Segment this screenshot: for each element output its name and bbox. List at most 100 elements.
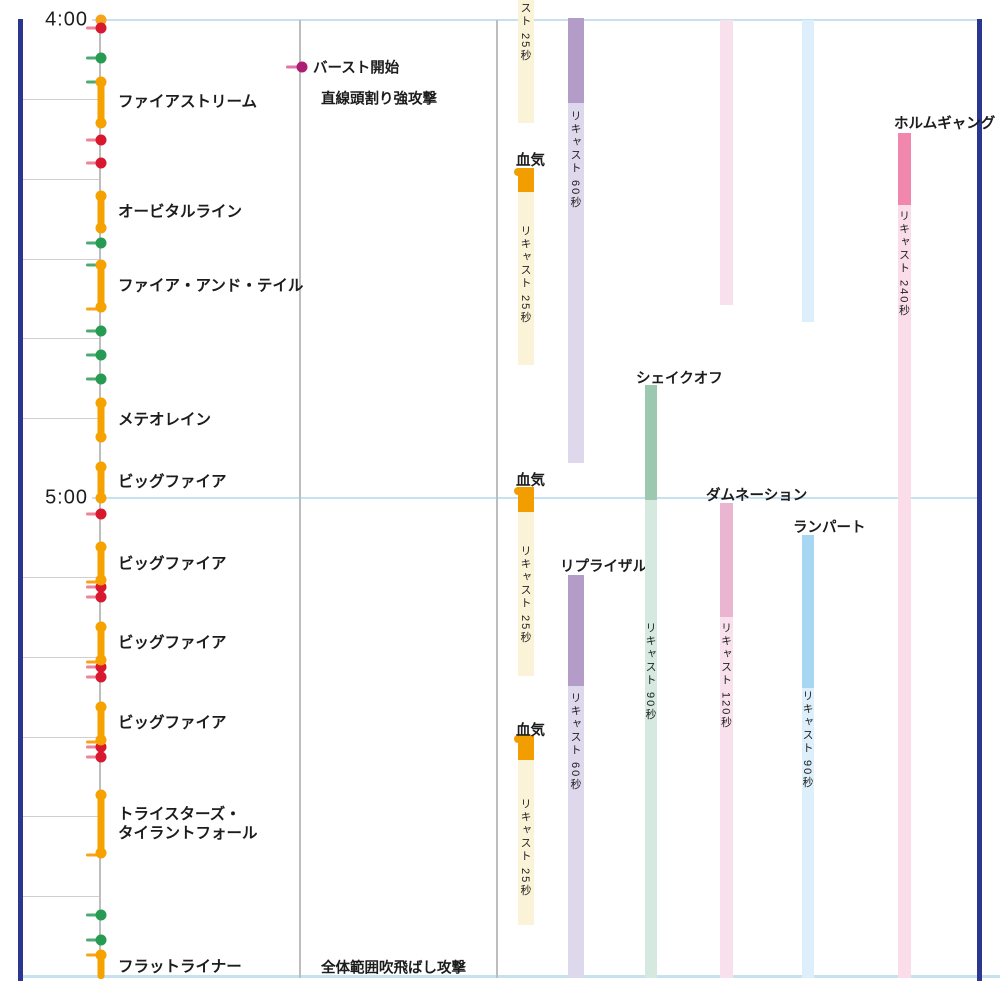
event-tick (286, 65, 299, 69)
event-tick (86, 665, 99, 669)
bars-axis (496, 20, 498, 979)
event-dot-red (95, 751, 107, 763)
event-dot-red (95, 134, 107, 146)
event-tick (86, 595, 99, 599)
event-tick (86, 26, 99, 30)
cooldown-label-shake-off: シェイクオフ (636, 371, 723, 388)
event-tick (86, 263, 99, 267)
event-dot-green (95, 909, 107, 921)
grid-line-major (92, 497, 982, 499)
cooldown-label-reprisal: リプライザル (560, 559, 647, 576)
grid-line-minor (23, 258, 99, 260)
grid-line-minor (23, 816, 99, 818)
cooldown-segment-recast-bloodwhetting (518, 760, 534, 925)
grid-line-minor (23, 895, 99, 897)
event-tick (86, 353, 99, 357)
cooldown-segment-active-bloodwhetting (518, 734, 534, 761)
boss-cast-label-line: トライスターズ・ (118, 806, 241, 824)
boss-cast-end-dot (95, 222, 107, 234)
boss-cast-label: メテオレイン (118, 410, 211, 429)
recast-duration-text-bloodwhetting: リキャスト 25秒 (519, 224, 531, 325)
boss-cast-end-dot (95, 734, 107, 746)
boss-cast-label: フラットライナー (118, 958, 242, 977)
note-label: 全体範囲吹飛ばし攻撃 (321, 960, 466, 977)
recast-duration-text-shake-off: リキャスト 90秒 (644, 622, 656, 722)
event-tick (86, 580, 99, 584)
recast-duration-text-bloodwhetting: リキャスト 25秒 (519, 545, 531, 645)
event-tick (86, 241, 99, 245)
boss-cast-end-dot (95, 117, 107, 129)
boss-cast-label-line: フラットライナー (118, 958, 242, 976)
recast-duration-text-bloodwhetting: リキャスト 25秒 (519, 798, 531, 898)
event-tick (86, 585, 99, 589)
event-dot-green (95, 373, 107, 385)
time-axis-label: 5:00 (30, 485, 90, 511)
boss-cast-start-dot (95, 621, 107, 633)
grid-line-minor (23, 736, 99, 738)
cooldown-segment-active-bloodwhetting (518, 486, 534, 513)
event-dot-green (95, 349, 107, 361)
event-tick (86, 745, 99, 749)
boss-cast-label-line: タイラントフォール (118, 825, 258, 843)
grid-line-minor (23, 577, 99, 579)
cooldown-segment-active-reprisal (568, 575, 584, 686)
boss-cast-label: ビッグファイア (118, 714, 227, 733)
boss-cast-label: ビッグファイア (118, 473, 227, 492)
event-tick (86, 853, 99, 857)
cooldown-label-bloodwhetting: 血気 (516, 153, 545, 170)
event-tick (86, 138, 99, 142)
recast-duration-text-bloodwhetting: スト 25秒 (519, 2, 531, 63)
cooldown-segment-recast-bloodwhetting (518, 192, 534, 365)
event-dot-green (95, 934, 107, 946)
cooldown-segment-active-rampart (802, 534, 814, 688)
note-dot (296, 61, 308, 73)
boss-cast-start-dot (95, 701, 107, 713)
cooldown-segment-recast-holmgang (898, 204, 911, 979)
boss-cast-label-line: ビッグファイア (118, 473, 227, 491)
boss-cast-end-dot (95, 301, 107, 313)
cooldown-segment-recast-reprisal (568, 102, 584, 463)
boss-cast-end-dot (95, 847, 107, 859)
boss-cast-label-line: ビッグファイア (118, 634, 227, 652)
boss-cast-label: ファイアストリーム (118, 93, 257, 112)
boss-cast-label-line: メテオレイン (118, 411, 212, 429)
cooldown-segment-active-reprisal (568, 17, 584, 103)
event-dot-red (95, 22, 107, 34)
event-dot-green (95, 237, 107, 249)
cooldown-segment-active-holmgang (898, 133, 911, 205)
cooldown-label-holmgang: ホルムギャング (894, 116, 996, 133)
boss-cast-end-dot (95, 492, 107, 504)
boss-cast-label-line: オービタルライン (118, 203, 243, 221)
cooldown-label-rampart: ランパート (793, 519, 866, 536)
boss-cast-bar (97, 706, 105, 741)
boss-cast-label-line: ビッグファイア (118, 555, 227, 573)
event-dot-red (95, 661, 107, 673)
grid-line-major (18, 975, 1000, 978)
event-tick (86, 755, 99, 759)
cooldown-segment-recast-rampart (802, 687, 814, 979)
event-dot-red (95, 741, 107, 753)
cooldown-segment-recast-shake-off (645, 500, 657, 979)
notes-axis (299, 20, 301, 979)
grid-line-minor (23, 417, 99, 419)
boss-cast-bar (97, 547, 105, 581)
recast-duration-text-reprisal: リキャスト 60秒 (569, 110, 581, 210)
recast-duration-text-rampart: リキャスト 90秒 (801, 689, 813, 790)
boss-cast-start-dot (95, 949, 107, 961)
boss-cast-end-dot (95, 431, 107, 443)
cooldown-use-dot-bloodwhetting (514, 734, 522, 743)
boss-cast-label-line: ファイアストリーム (118, 93, 258, 111)
event-tick (86, 938, 99, 942)
boss-cast-start-dot (95, 789, 107, 801)
boss-cast-label: ビッグファイア (118, 554, 227, 573)
grid-line-major (92, 19, 982, 21)
boss-cast-label: ビッグファイア (118, 634, 227, 653)
cooldown-segment-recast-damnation (720, 616, 733, 979)
cooldown-label-damnation: ダムネーション (706, 488, 808, 505)
event-tick (86, 660, 99, 664)
event-dot-red (95, 671, 107, 683)
event-dot-orange (95, 14, 107, 26)
cooldown-label-bloodwhetting: 血気 (516, 723, 545, 740)
recast-duration-text-holmgang: リキャスト 240秒 (897, 209, 910, 318)
